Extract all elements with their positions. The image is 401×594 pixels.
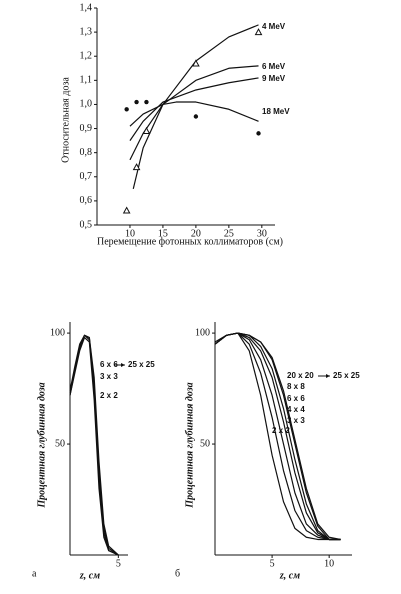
y-tick-label: 0,5 [80, 219, 93, 230]
y-tick-label: 1,0 [80, 99, 93, 110]
y-tick-label: 1,4 [80, 2, 93, 13]
series-label: 25 x 25 [128, 360, 155, 369]
y-tick-label: 50 [55, 438, 65, 449]
series-line [129, 65, 259, 161]
y-tick-label: 0,6 [80, 195, 93, 206]
x-tick-label: 30 [257, 228, 267, 239]
series-label: 6 x 6 [100, 360, 118, 369]
marker-dot [144, 99, 149, 105]
y-axis-label: Относительная доза [60, 77, 71, 163]
series-label: 2 x 2 [100, 391, 118, 400]
y-tick-label: 1,3 [80, 26, 93, 37]
series-line [69, 336, 119, 556]
y-tick-label: 1,1 [80, 75, 93, 86]
x-tick-label: 10 [324, 558, 334, 569]
x-tick-label: 5 [270, 558, 275, 569]
marker-dot [124, 107, 129, 112]
panel-label: б [175, 568, 180, 579]
y-tick-label: 50 [200, 438, 210, 449]
series-line [214, 332, 341, 541]
marker-triangle [132, 163, 141, 171]
series-line [129, 101, 259, 127]
marker-triangle [192, 59, 200, 67]
x-tick-label: 5 [116, 558, 121, 569]
series-label: 25 x 25 [333, 371, 360, 380]
series-label: 4 MeV [262, 22, 286, 31]
marker-triangle [142, 126, 151, 134]
series-line [132, 24, 259, 189]
series-line [214, 332, 341, 541]
marker-dot [256, 131, 261, 136]
x-tick-label: 20 [191, 228, 201, 239]
y-axis-label: Процентная глубинная доза [36, 382, 47, 508]
y-tick-label: 0,8 [80, 147, 93, 158]
y-axis-label: Процентная глубинная доза [184, 382, 195, 508]
series-label: 6 x 6 [287, 394, 305, 403]
series-line [214, 332, 341, 541]
series-line [214, 332, 341, 541]
series-label: 20 x 20 [287, 371, 314, 380]
arrow-head [121, 363, 125, 367]
series-label: 2 x 2 [272, 426, 290, 435]
marker-dot [193, 114, 199, 119]
series-label: 3 x 3 [100, 372, 118, 381]
x-axis-label: Перемещение фотонных коллиматоров (см) [97, 236, 283, 247]
panel-label: а [32, 568, 37, 579]
y-tick-label: 1,2 [80, 51, 93, 62]
series-line [214, 332, 341, 541]
series-line [214, 332, 341, 541]
series-label: 8 x 8 [287, 382, 305, 391]
marker-triangle [254, 28, 263, 36]
x-tick-label: 10 [125, 228, 135, 239]
y-tick-label: 0,9 [80, 123, 93, 134]
y-tick-label: 100 [195, 327, 210, 338]
x-tick-label: 25 [224, 228, 234, 239]
y-tick-label: 0,7 [80, 171, 93, 182]
marker-dot [134, 99, 139, 105]
series-label: 6 MeV [262, 62, 286, 71]
series-label: 9 MeV [262, 74, 286, 83]
x-axis-label: z, см [279, 570, 300, 581]
x-axis-label: z, см [79, 570, 100, 581]
series-line [129, 77, 259, 141]
y-tick-label: 100 [50, 327, 65, 338]
series-label: 3 x 3 [287, 416, 305, 425]
series-label: 18 MeV [262, 107, 290, 116]
series-line [69, 334, 119, 556]
x-tick-label: 15 [158, 228, 168, 239]
series-label: 4 x 4 [287, 405, 305, 414]
arrow-head [326, 374, 330, 378]
marker-triangle [122, 206, 131, 214]
series-line [214, 332, 341, 541]
